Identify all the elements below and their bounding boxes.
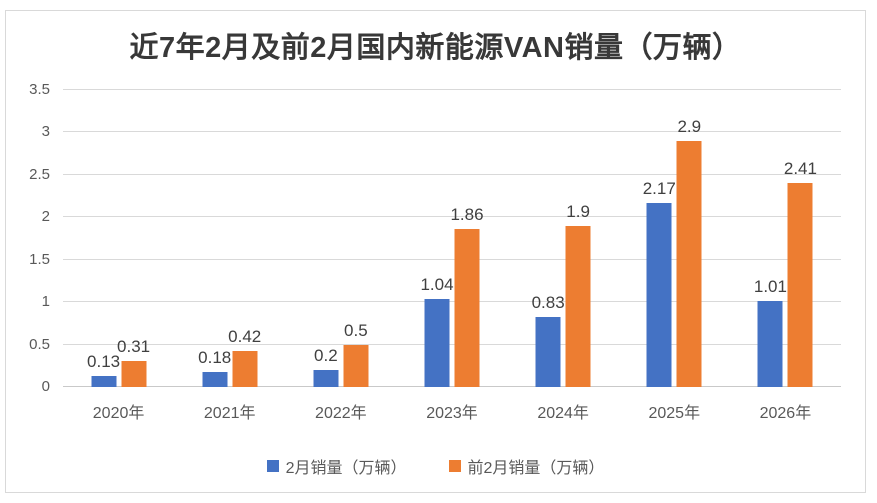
y-tick-label: 1.5 xyxy=(29,250,50,268)
bar-first2months-2021年 xyxy=(232,351,258,387)
y-axis: 0 0.5 1 1.5 2 2.5 3 3.5 xyxy=(6,81,50,395)
x-axis-label: 2020年 xyxy=(92,405,145,422)
legend-label: 前2月销量（万辆） xyxy=(467,460,605,477)
legend: 2月销量（万辆） 前2月销量（万辆） xyxy=(6,454,865,478)
data-label: 2.9 xyxy=(677,116,702,136)
x-axis-label: 2024年 xyxy=(537,405,589,422)
data-label: 1.9 xyxy=(566,201,590,221)
bar-pair: 1.01 2.41 xyxy=(754,90,817,387)
data-label: 1.01 xyxy=(753,277,787,297)
gridline xyxy=(63,131,841,133)
bar-feb-2020年 xyxy=(91,375,117,387)
bar-first2months-2026年 xyxy=(787,182,813,387)
y-tick-label: 3 xyxy=(41,123,50,141)
bar-group-2021年: 2021年 0.18 0.42 xyxy=(174,90,285,422)
data-label: 0.5 xyxy=(344,320,368,340)
gridline xyxy=(63,258,841,260)
gridline xyxy=(63,301,841,303)
bar-feb-2026年 xyxy=(757,301,783,387)
bar-feb-2022年 xyxy=(313,370,339,387)
data-label: 1.04 xyxy=(420,274,454,294)
gridline xyxy=(63,216,841,218)
bar-pair: 1.04 1.86 xyxy=(420,90,484,387)
x-axis-label: 2025年 xyxy=(648,405,701,422)
legend-swatch-icon xyxy=(266,460,279,472)
bar-first2months-2025年 xyxy=(676,140,702,387)
bar-group-2024年: 2024年 0.83 1.9 xyxy=(508,90,619,422)
legend-item-1: 前2月销量（万辆） xyxy=(448,454,605,478)
y-tick-label: 0 xyxy=(41,378,50,395)
y-tick-label: 3.5 xyxy=(29,81,50,98)
bar-pair: 0.2 0.5 xyxy=(313,90,369,387)
data-label: 0.18 xyxy=(198,347,232,367)
bar-first2months-2024年 xyxy=(565,225,591,387)
y-tick-label: 2.5 xyxy=(29,165,50,183)
data-label: 2.17 xyxy=(642,178,676,198)
legend-label: 2月销量（万辆） xyxy=(285,460,407,477)
x-axis-label: 2022年 xyxy=(315,405,367,422)
y-tick-label: 2 xyxy=(41,208,50,226)
data-label: 0.13 xyxy=(87,351,121,371)
y-tick-label: 0.5 xyxy=(29,335,50,353)
y-tick-label: 1 xyxy=(41,293,50,311)
chart-container: 近7年2月及前2月国内新能源VAN销量（万辆） 0 0.5 1 1.5 2 2.5 3 3.5… xyxy=(5,10,866,493)
x-axis-label: 2021年 xyxy=(203,405,256,422)
plot-area: 2020年 0.13 0.31 2021年 0.18 0.42 2022年 0.2 0.5 202… xyxy=(63,89,841,423)
bar-group-2025年: 2025年 2.17 2.9 xyxy=(619,90,730,422)
data-label: 1.86 xyxy=(450,205,484,225)
gridline xyxy=(63,386,841,387)
gridline xyxy=(63,343,841,345)
bar-feb-2021年 xyxy=(202,371,228,387)
data-label: 0.31 xyxy=(117,336,151,356)
data-label: 0.2 xyxy=(314,346,338,366)
bar-pair: 2.17 2.9 xyxy=(643,90,702,387)
bar-pair: 0.18 0.42 xyxy=(198,90,261,387)
x-axis-label: 2026年 xyxy=(759,405,812,422)
bar-group-2020年: 2020年 0.13 0.31 xyxy=(63,90,174,422)
bar-first2months-2023年 xyxy=(454,229,480,387)
gridline xyxy=(63,173,841,175)
bar-pair: 0.13 0.31 xyxy=(87,90,150,387)
data-label: 2.41 xyxy=(783,158,817,178)
bar-group-2023年: 2023年 1.04 1.86 xyxy=(396,90,507,422)
bar-feb-2024年 xyxy=(535,316,561,387)
bar-first2months-2020年 xyxy=(121,360,147,387)
bar-first2months-2022年 xyxy=(343,344,369,387)
legend-item-0: 2月销量（万辆） xyxy=(266,454,407,478)
bar-pair: 0.83 1.9 xyxy=(532,90,591,387)
bar-group-2022年: 2022年 0.2 0.5 xyxy=(285,90,396,422)
chart-title: 近7年2月及前2月国内新能源VAN销量（万辆） xyxy=(129,32,742,64)
bar-feb-2023年 xyxy=(424,298,450,387)
bar-feb-2025年 xyxy=(646,202,672,387)
bar-group-2026年: 2026年 1.01 2.41 xyxy=(730,90,841,423)
data-label: 0.42 xyxy=(228,327,262,347)
data-label: 0.83 xyxy=(531,292,565,312)
legend-swatch-icon xyxy=(448,460,461,472)
x-axis-label: 2023年 xyxy=(426,405,478,422)
gridline xyxy=(63,89,841,90)
